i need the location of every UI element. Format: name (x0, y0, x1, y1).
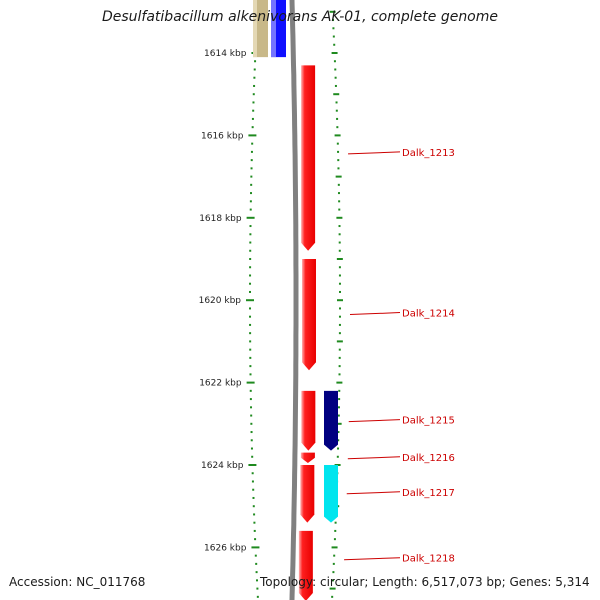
dalk-1213-label-line (348, 151, 401, 155)
map-title: Desulfatibacillum alkenivorans AK-01, co… (101, 9, 499, 25)
tan-feature-shine (253, 0, 257, 58)
dalk-1217-cds (324, 465, 338, 523)
dalk-1213-arrow (301, 65, 316, 251)
dalk-1217-label: Dalk_1217 (402, 488, 455, 499)
tick-label: 1614 kbp (204, 49, 247, 59)
dalk-1215-arrow (301, 390, 316, 451)
dalk-1216-arrow (300, 452, 315, 463)
accession-text: Accession: NC_011768 (9, 575, 146, 589)
tick-label: 1624 kbp (201, 461, 244, 471)
backbone-layer (289, 0, 299, 600)
tick-label: 1618 kbp (199, 214, 242, 224)
dalk-1213-label: Dalk_1213 (402, 148, 455, 159)
dalk-1216-label-line (347, 456, 401, 460)
dalk-1215-label-line (348, 419, 401, 423)
tick-label: 1626 kbp (204, 543, 247, 553)
dalk-1214-label: Dalk_1214 (402, 309, 455, 320)
topology-text: Topology: circular; Length: 6,517,073 bp… (260, 575, 590, 589)
tick-label: 1616 kbp (201, 131, 244, 141)
blue-feature-shine (271, 0, 276, 58)
tick-label: 1622 kbp (199, 379, 242, 389)
dalk-1218-label: Dalk_1218 (402, 554, 455, 565)
dalk-1217-arrow (300, 465, 315, 523)
dalk-1214-arrow (301, 259, 316, 371)
dalk-1215-cds (324, 390, 338, 451)
dalk-1215-label: Dalk_1215 (402, 416, 455, 427)
dalk-1218-arrow (298, 530, 313, 600)
dalk-1214-label-line (349, 312, 401, 316)
dalk-1216-label: Dalk_1216 (402, 453, 455, 464)
tick-layer: 1614 kbp 1616 kbp 1618 kbp 1620 kbp 1622 kbp… (199, 10, 343, 598)
dalk-1217-label-line (346, 491, 401, 495)
feature-layer (253, 0, 338, 600)
tick-label: 1620 kbp (199, 296, 242, 306)
label-layer: Dalk_1213 Dalk_1214 Dalk_1215 Dalk_1216 Dalk… (344, 148, 455, 565)
backbone-arc (289, 0, 299, 600)
dalk-1218-label-line (344, 557, 401, 561)
